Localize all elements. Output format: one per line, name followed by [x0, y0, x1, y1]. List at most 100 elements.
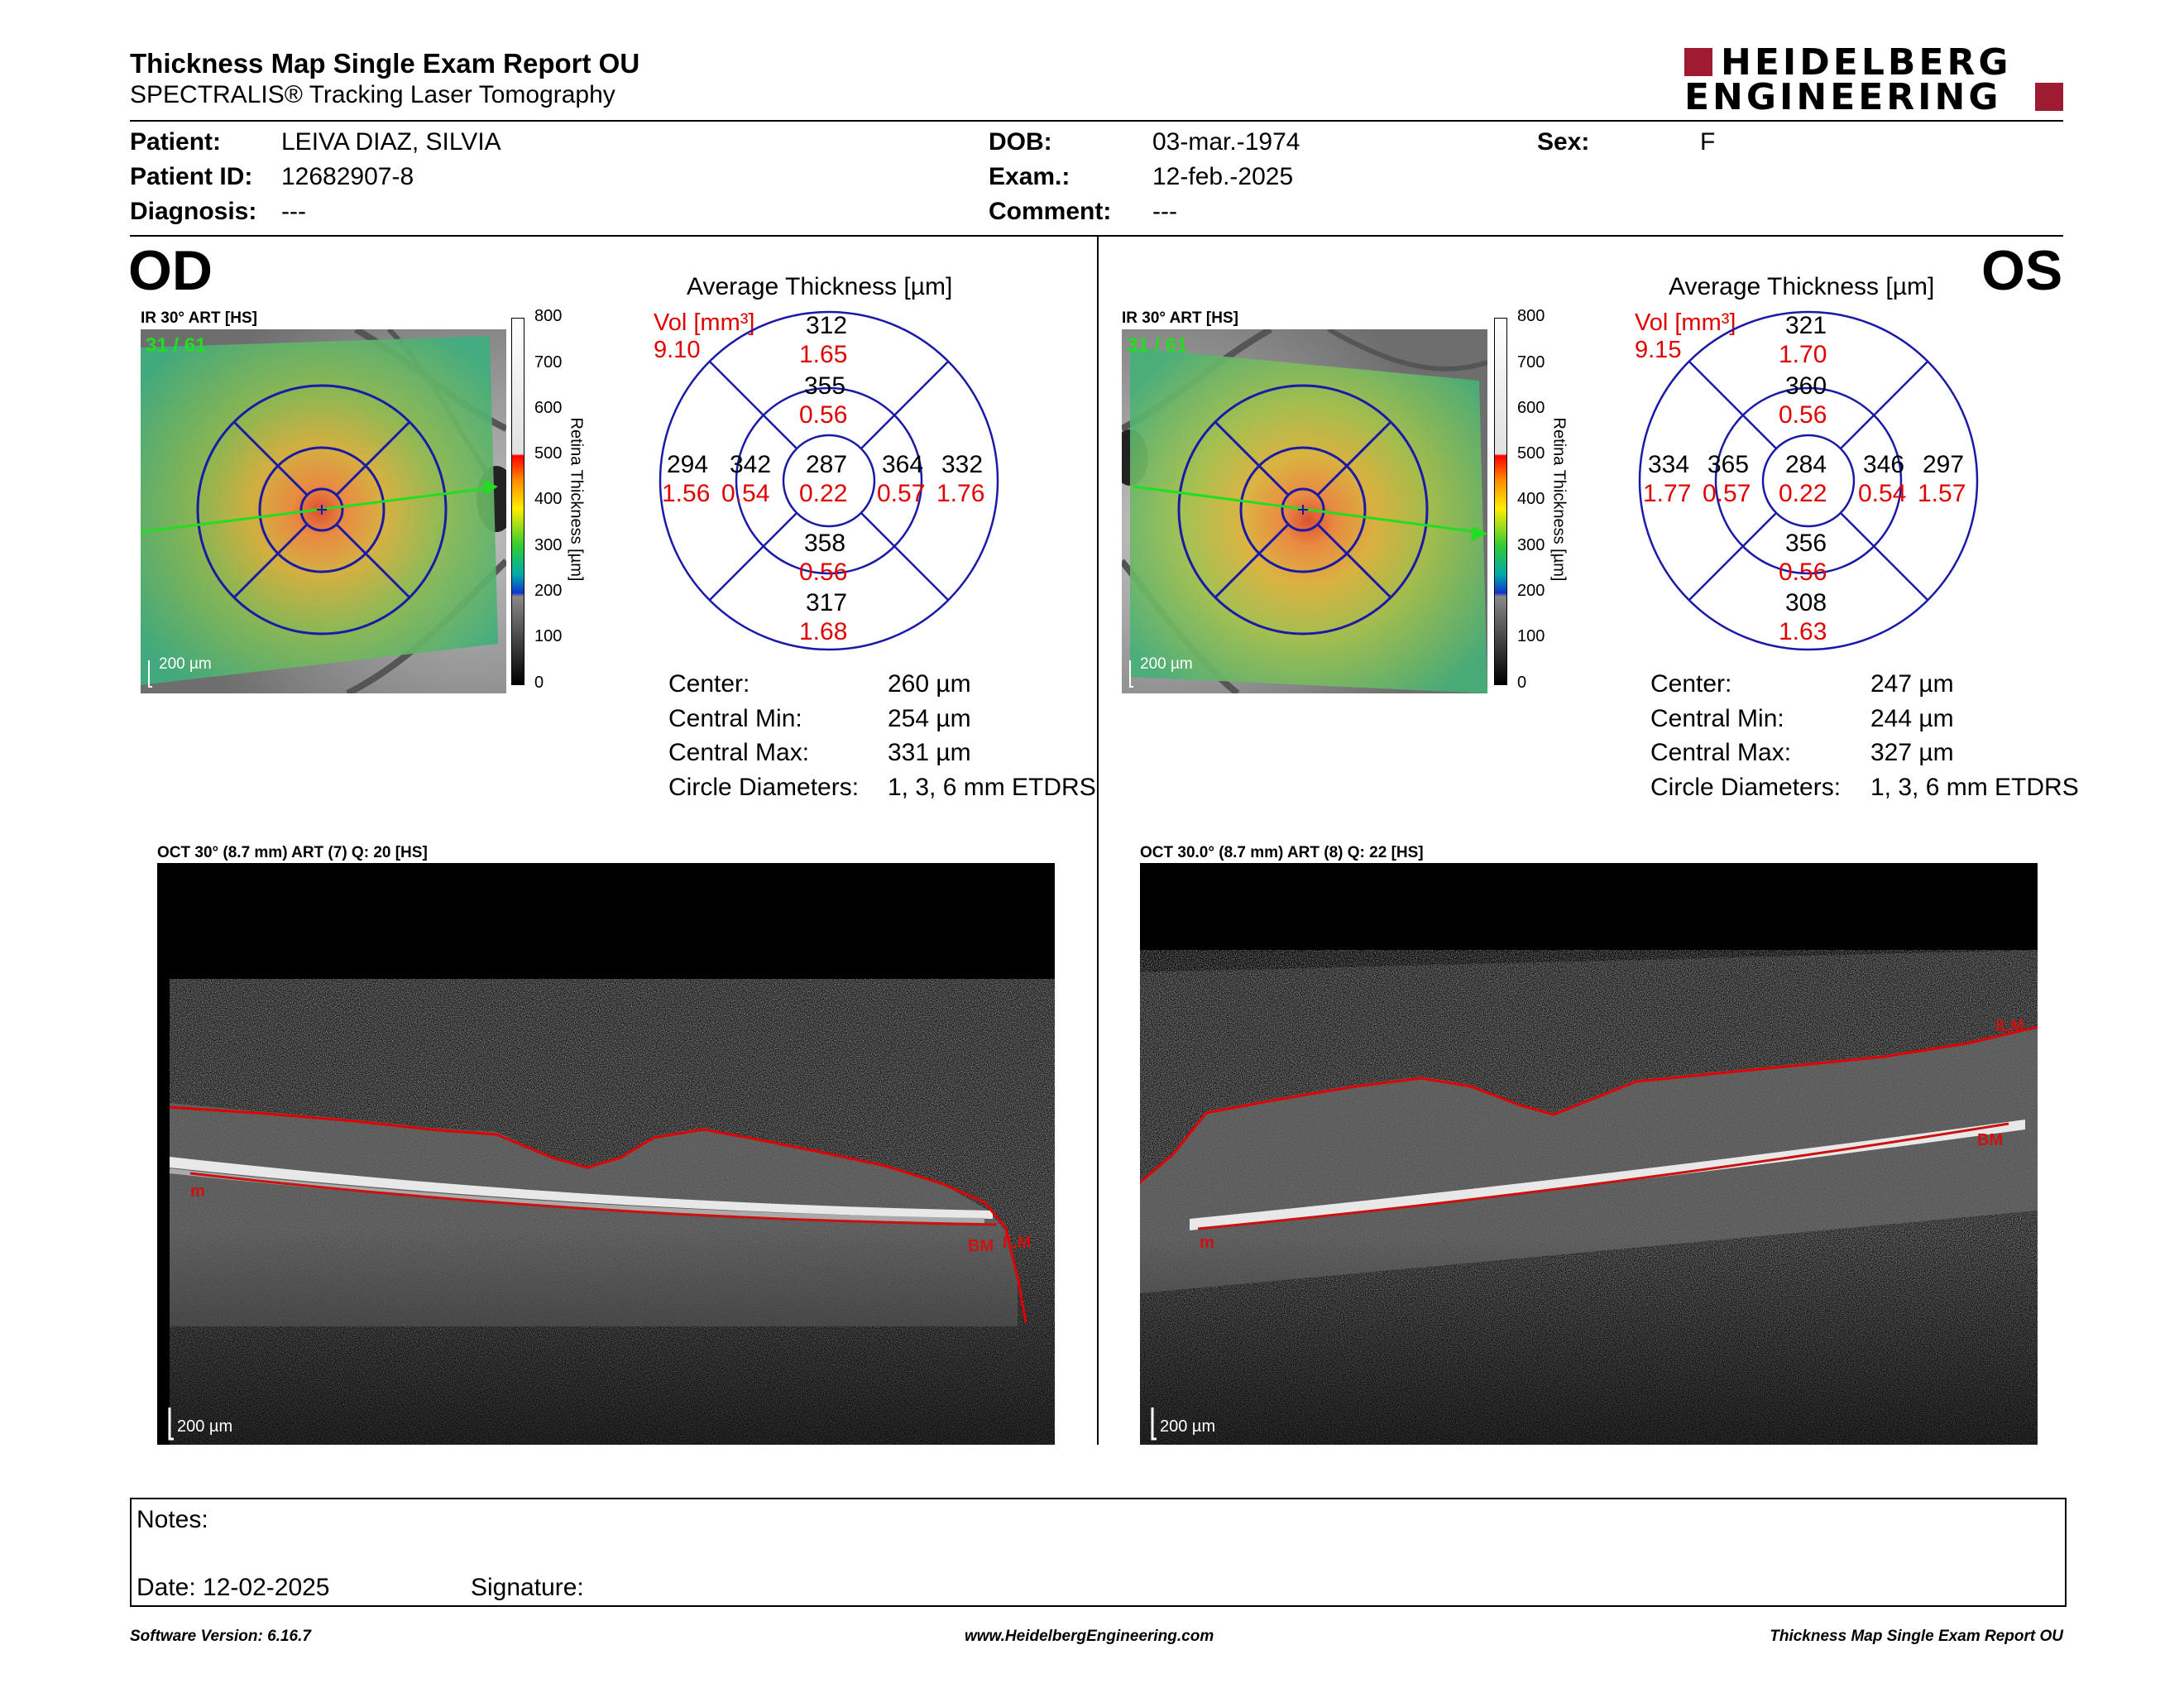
heidelberg-logo: HEIDELBERG ENGINEERING: [1684, 45, 2065, 118]
os-fundus-svg: [1122, 329, 1487, 693]
logo-red-block-top: [1684, 48, 1712, 76]
od-outer-inf-thick: 317: [806, 589, 848, 616]
os-outer-right-thick: 297: [1923, 451, 1965, 478]
od-outer-sup-vol: 1.65: [799, 341, 848, 368]
os-tick-0: 0: [1517, 674, 1527, 692]
os-tick-300: 300: [1517, 536, 1545, 554]
os-colorbar-title: Retina Thickness [µm]: [1549, 417, 1569, 582]
notes-box: Notes: Date: 12-02-2025 Signature:: [130, 1498, 2067, 1607]
od-stat-label-0: Center:: [668, 670, 750, 698]
os-vol-value: 9.15: [1635, 337, 1682, 363]
od-outer-inf-vol: 1.68: [799, 618, 848, 645]
os-eye-label: OS: [1981, 239, 2063, 302]
od-ir-label: IR 30° ART [HS]: [141, 309, 257, 327]
eye-divider: [1097, 237, 1099, 1445]
os-scan-index: 31 / 61: [1127, 334, 1188, 357]
od-tick-100: 100: [534, 627, 563, 645]
signature-label: Signature:: [471, 1574, 584, 1601]
os-stat-label-1: Central Min:: [1650, 705, 1784, 732]
od-oct-mark-ilm: ILM: [1003, 1234, 1032, 1252]
od-tick-800: 800: [534, 307, 563, 325]
od-inner-sup-thick: 355: [804, 372, 846, 400]
od-inner-left-thick: 342: [730, 451, 772, 478]
exam-value: 12-feb.-2025: [1152, 163, 1294, 190]
notes-label: Notes:: [136, 1506, 208, 1533]
os-fundus-scale: 200 µm: [1140, 655, 1193, 673]
od-tick-400: 400: [534, 490, 563, 508]
patient-id: 12682907-8: [281, 163, 414, 190]
od-etdrs-grid: [659, 310, 999, 651]
os-outer-right-vol: 1.57: [1918, 480, 1966, 507]
od-scan-index: 31 / 61: [146, 334, 207, 357]
od-tick-700: 700: [534, 353, 563, 372]
os-tick-500: 500: [1517, 444, 1545, 463]
os-colorbar: [1494, 318, 1507, 685]
od-outer-left-vol: 1.56: [662, 480, 711, 507]
os-stat-value-1: 244 µm: [1870, 705, 1954, 732]
os-outer-left-thick: 334: [1648, 451, 1690, 478]
od-avg-title: Average Thickness [µm]: [687, 273, 953, 300]
od-inner-inf-vol: 0.56: [799, 559, 848, 586]
os-etdrs-grid: [1638, 310, 1979, 651]
od-colorbar-title: Retina Thickness [µm]: [567, 417, 586, 582]
od-tick-500: 500: [534, 444, 563, 463]
os-stat-label-0: Center:: [1650, 670, 1732, 698]
od-center-vol: 0.22: [799, 480, 848, 507]
od-inner-inf-thick: 358: [804, 530, 846, 557]
od-tick-200: 200: [534, 582, 563, 600]
logo-word-engineering: ENGINEERING: [1684, 76, 2002, 118]
diagnosis-label: Diagnosis:: [130, 198, 257, 225]
os-ir-label: IR 30° ART [HS]: [1122, 309, 1238, 327]
report-subtitle: SPECTRALIS® Tracking Laser Tomography: [130, 81, 615, 108]
os-inner-left-thick: 365: [1707, 451, 1750, 478]
od-outer-sup-thick: 312: [806, 312, 848, 339]
os-tick-800: 800: [1517, 307, 1545, 325]
footer-software-version: Software Version: 6.16.7: [130, 1628, 311, 1645]
od-oct-label: OCT 30° (8.7 mm) ART (7) Q: 20 [HS]: [157, 844, 428, 861]
od-oct-scan: ILM BM m 200 µm: [157, 863, 1055, 1445]
od-fundus-svg: [141, 329, 506, 693]
od-stat-label-1: Central Min:: [668, 705, 802, 732]
od-tick-0: 0: [534, 674, 544, 692]
os-oct-svg: [1140, 950, 2038, 1445]
od-outer-right-thick: 332: [941, 451, 984, 478]
os-oct-mark-m: m: [1200, 1234, 1214, 1252]
sex-label: Sex:: [1537, 128, 1590, 156]
os-outer-inf-vol: 1.63: [1779, 618, 1827, 645]
od-inner-right-vol: 0.57: [877, 480, 926, 507]
od-tick-600: 600: [534, 399, 563, 417]
od-fundus-map: 31 / 61 200 µm: [141, 329, 506, 693]
od-stat-label-2: Central Max:: [668, 739, 810, 766]
os-stat-label-3: Circle Diameters:: [1650, 774, 1842, 801]
exam-label: Exam.:: [989, 163, 1070, 190]
od-colorbar-ticks: 800 700 600 500 400 300 200 100 0: [526, 306, 563, 695]
patient-id-label: Patient ID:: [130, 163, 253, 190]
comment-value: ---: [1152, 198, 1177, 225]
os-inner-right-thick: 346: [1863, 451, 1905, 478]
os-outer-sup-vol: 1.70: [1779, 341, 1827, 368]
os-tick-100: 100: [1517, 627, 1545, 645]
os-oct-label: OCT 30.0° (8.7 mm) ART (8) Q: 22 [HS]: [1140, 844, 1424, 861]
date-label: Date: 12-02-2025: [136, 1574, 330, 1601]
od-fundus-scale: 200 µm: [159, 655, 212, 673]
os-vol-label: Vol [mm³]: [1635, 309, 1736, 336]
od-inner-right-thick: 364: [882, 451, 924, 478]
footer-website[interactable]: www.HeidelbergEngineering.com: [965, 1628, 1214, 1645]
os-inner-inf-thick: 356: [1785, 530, 1827, 557]
comment-label: Comment:: [989, 198, 1112, 225]
od-oct-mark-m: m: [190, 1182, 205, 1201]
os-stat-value-2: 327 µm: [1870, 739, 1954, 766]
dob-label: DOB:: [989, 128, 1052, 156]
os-inner-left-vol: 0.57: [1703, 480, 1751, 507]
os-stat-label-2: Central Max:: [1650, 739, 1792, 766]
os-tick-700: 700: [1517, 353, 1545, 372]
od-vol-label: Vol [mm³]: [654, 309, 755, 336]
os-inner-sup-vol: 0.56: [1779, 401, 1827, 429]
os-stat-value-3: 1, 3, 6 mm ETDRS: [1870, 774, 2079, 801]
od-oct-scale: 200 µm: [177, 1417, 233, 1436]
od-inner-sup-vol: 0.56: [799, 401, 848, 429]
od-vol-value: 9.10: [654, 337, 701, 363]
os-stat-value-0: 247 µm: [1870, 670, 1954, 698]
od-oct-svg: [168, 979, 1055, 1445]
patient-name: LEIVA DIAZ, SILVIA: [281, 128, 501, 156]
